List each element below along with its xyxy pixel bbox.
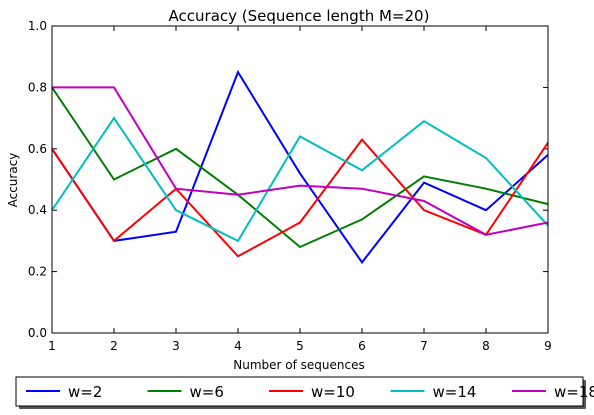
y-tick-label: 0.4 xyxy=(28,203,47,217)
y-axis-label: Accuracy xyxy=(6,153,20,208)
legend-label: w=6 xyxy=(190,383,224,401)
y-tick-label: 0.2 xyxy=(28,265,47,279)
x-tick-label: 8 xyxy=(482,339,490,353)
x-tick-label: 6 xyxy=(358,339,366,353)
y-tick-label: 1.0 xyxy=(28,19,47,33)
series-line-w-2 xyxy=(51,69,549,265)
x-tick-label: 1 xyxy=(48,339,56,353)
plot-area-frame xyxy=(51,25,549,334)
x-tick-label: 3 xyxy=(172,339,180,353)
x-axis-label: Number of sequences xyxy=(233,358,364,372)
series-line-w-10 xyxy=(51,138,549,258)
series-lines xyxy=(51,69,549,265)
x-tick-label: 4 xyxy=(234,339,242,353)
x-tick-label: 9 xyxy=(544,339,552,353)
y-tick-label: 0.8 xyxy=(28,80,47,94)
y-tick-label: 0.0 xyxy=(28,326,47,340)
legend-label: w=18 xyxy=(554,383,594,401)
y-tick-label: 0.6 xyxy=(28,142,47,156)
legend-label: w=2 xyxy=(68,383,102,401)
x-tick-label: 2 xyxy=(110,339,118,353)
x-tick-label: 5 xyxy=(296,339,304,353)
legend-label: w=14 xyxy=(433,383,477,401)
x-tick-label: 7 xyxy=(420,339,428,353)
series-line-w-18 xyxy=(52,86,549,236)
legend-label: w=10 xyxy=(311,383,355,401)
series-line-w-14 xyxy=(51,116,549,243)
chart-title: Accuracy (Sequence length M=20) xyxy=(169,7,430,25)
legend: w=2 w=6 w=10 w=14 w=18 xyxy=(15,376,594,409)
series-line-w-6 xyxy=(51,86,549,249)
